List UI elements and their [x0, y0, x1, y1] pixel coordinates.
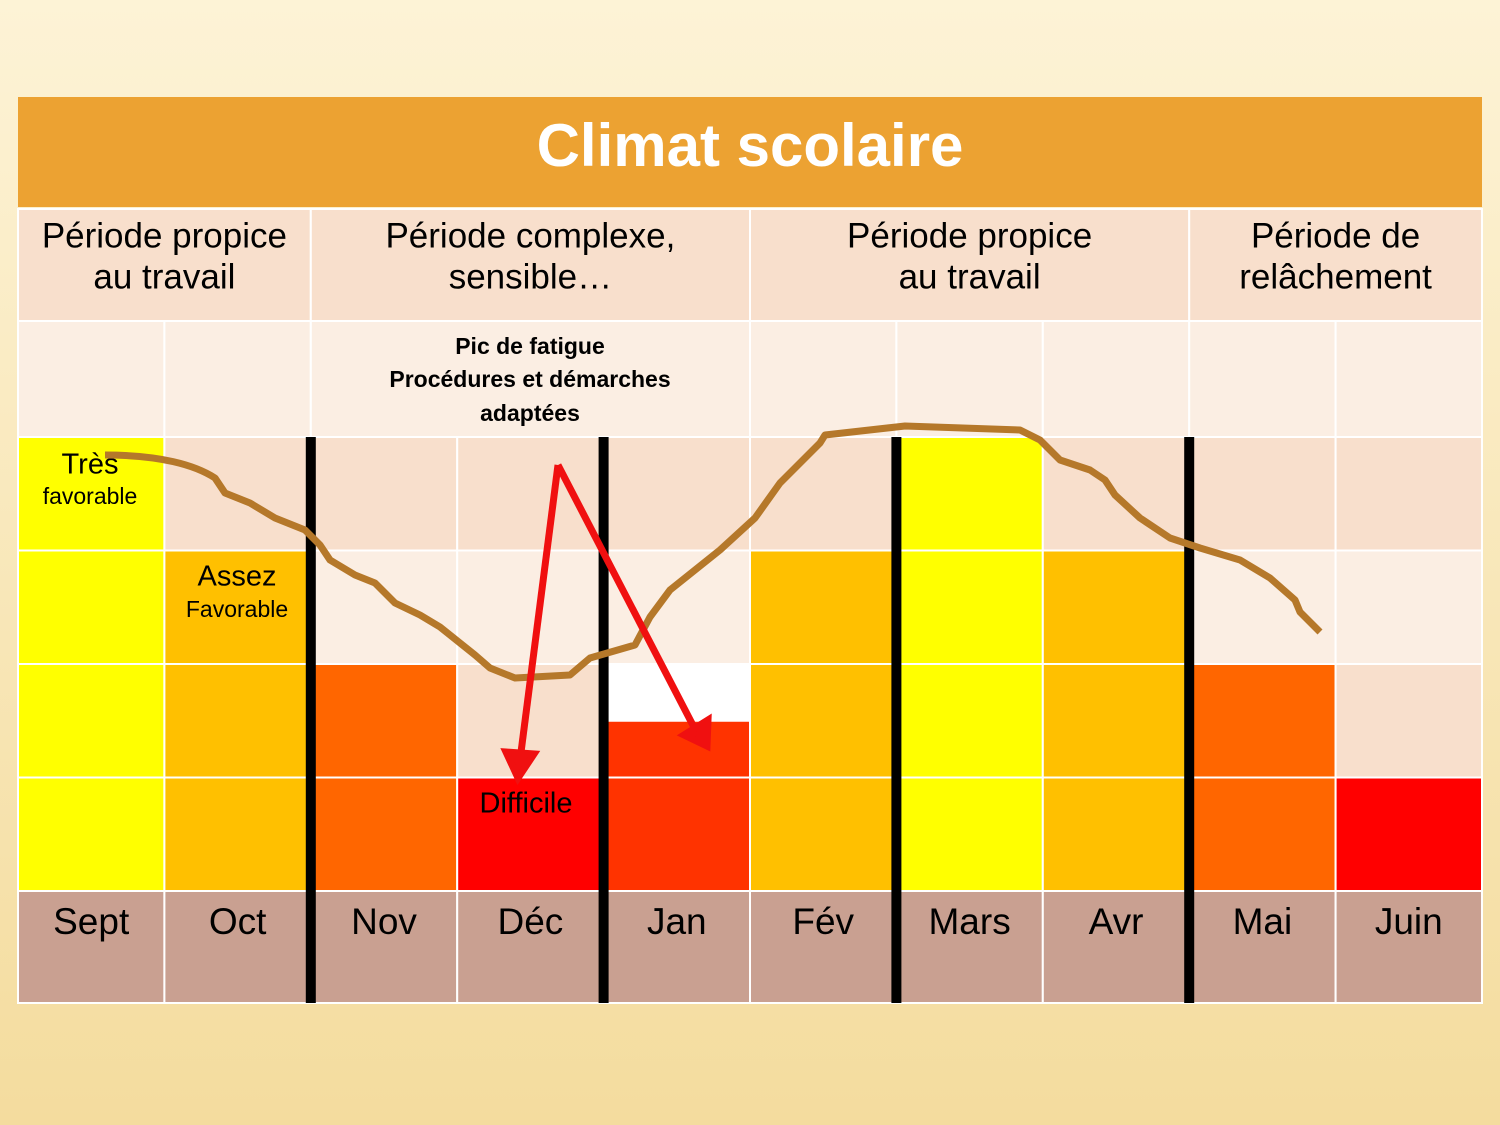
month-cell: [749, 890, 898, 1004]
period-label: Période propice: [847, 216, 1092, 255]
month-label: Avr: [1089, 901, 1144, 942]
period-cell: [749, 208, 1191, 322]
level-cell: [17, 663, 166, 779]
level-cell: [1041, 776, 1191, 892]
level-cell: [895, 436, 1044, 552]
note-cell: [309, 320, 751, 438]
period-cell: [1188, 208, 1483, 322]
month-cell: [163, 890, 312, 1004]
period-separator: [1184, 437, 1195, 1003]
level-cell: [163, 776, 312, 892]
level-cell: [749, 549, 898, 665]
note-cell: [895, 320, 1044, 438]
note: Pic de fatigue: [455, 333, 605, 359]
month-cell: [895, 890, 1044, 1004]
month-cell: [1334, 890, 1483, 1004]
arrow: [516, 464, 562, 761]
level-cell: [17, 549, 166, 665]
period-separator: [598, 437, 609, 1003]
arrow: [554, 463, 702, 737]
level-cell: [1334, 776, 1483, 892]
level-cell: [1188, 549, 1337, 665]
level-label: Difficile: [480, 788, 573, 820]
note-cell: [17, 320, 166, 438]
level-cell: [17, 776, 166, 892]
level-cell: [1188, 436, 1337, 552]
note: Procédures et démarches: [389, 366, 670, 392]
level-cell: [309, 436, 459, 552]
level-cell: [1041, 663, 1191, 779]
level-cell: [1334, 663, 1483, 779]
level-cell: [456, 436, 605, 552]
period-label: au travail: [93, 257, 235, 296]
level-label: Favorable: [186, 596, 288, 622]
month-label: Mai: [1233, 901, 1293, 942]
arrow-head: [676, 713, 712, 752]
note: adaptées: [480, 400, 580, 426]
level-cell: [895, 663, 1044, 779]
level-cell: [1334, 549, 1483, 665]
month-label: Jan: [647, 901, 707, 942]
note-cell: [1188, 320, 1337, 438]
level-cell: [895, 776, 1044, 892]
title: Climat scolaire: [537, 112, 964, 179]
level-cell: [456, 549, 605, 665]
month-cell: [309, 890, 459, 1004]
period-label: Période propice: [42, 216, 287, 255]
level-cell: [602, 776, 751, 892]
level-cell: [163, 663, 312, 779]
level-cell: [1188, 776, 1337, 892]
level-label: Assez: [198, 561, 277, 593]
month-label: Mars: [928, 901, 1010, 942]
level-cell: [1041, 549, 1191, 665]
level-cell: [602, 719, 751, 779]
note-cell: [1041, 320, 1191, 438]
arrow-head: [500, 748, 541, 786]
level-label: favorable: [43, 483, 138, 509]
month-label: Déc: [497, 901, 563, 942]
note-cell: [1334, 320, 1483, 438]
level-cell: [895, 549, 1044, 665]
level-cell: [1188, 663, 1337, 779]
period-label: sensible…: [449, 257, 612, 296]
period-label: Période complexe,: [385, 216, 675, 255]
level-cell: [1334, 436, 1483, 552]
month-label: Nov: [351, 901, 417, 942]
climate-curve: [104, 422, 1323, 682]
level-cell: [309, 549, 459, 665]
level-cell: [309, 663, 459, 779]
period-separator: [305, 437, 316, 1003]
arrows: [500, 463, 712, 786]
level-cell: [749, 663, 898, 779]
note-cell: [163, 320, 312, 438]
month-label: Juin: [1375, 901, 1443, 942]
level-cell: [163, 436, 312, 552]
period-label: au travail: [899, 257, 1041, 296]
period-label: relâchement: [1239, 257, 1432, 296]
period-separator: [891, 437, 902, 1003]
title-bar: [18, 97, 1482, 207]
level-cell: [749, 776, 898, 892]
note-cell: [749, 320, 898, 438]
month-label: Fév: [792, 901, 854, 942]
level-cell: [456, 776, 605, 892]
month-label: Oct: [209, 901, 267, 942]
level-cell: [309, 776, 459, 892]
period-cell: [309, 208, 751, 322]
month-label: Sept: [53, 901, 130, 942]
month-cell: [456, 890, 605, 1004]
level-cell: [602, 436, 751, 552]
period-label: Période de: [1251, 216, 1420, 255]
